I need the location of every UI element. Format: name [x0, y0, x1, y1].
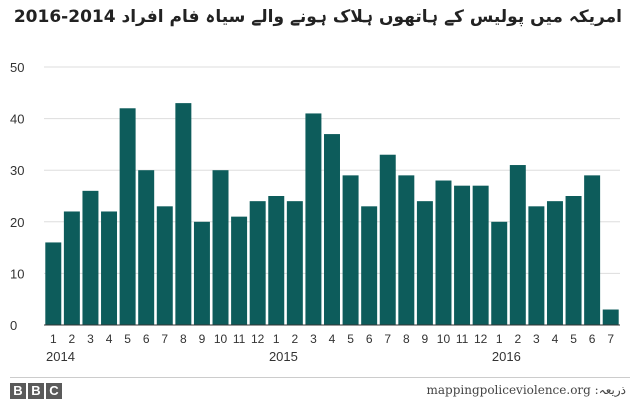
x-tick-label: 5 [347, 332, 354, 346]
x-tick-label: 7 [607, 332, 614, 346]
bar [361, 206, 378, 325]
bbc-logo-letter: B [28, 383, 44, 399]
y-tick-label: 50 [10, 60, 24, 75]
bar [342, 175, 359, 325]
bar [565, 196, 582, 325]
bar [584, 175, 601, 325]
x-tick-label: 6 [589, 332, 596, 346]
bbc-logo: B B C [10, 383, 62, 399]
x-tick-label: 11 [233, 332, 246, 346]
x-tick-label: 4 [106, 332, 113, 346]
chart-title: امریکہ میں پولیس کے ہاتھوں ہلاک ہونے وال… [13, 7, 622, 27]
x-tick-label: 9 [199, 332, 206, 346]
bar [528, 206, 545, 325]
x-tick-label: 2 [69, 332, 76, 346]
y-tick-label: 30 [10, 163, 24, 178]
x-tick-label: 2 [514, 332, 521, 346]
bar [101, 211, 118, 325]
bar [379, 154, 396, 325]
y-tick-label: 20 [10, 215, 24, 230]
bar [268, 196, 285, 325]
bar [138, 170, 155, 325]
y-tick-label: 40 [10, 112, 24, 127]
x-tick-label: 8 [180, 332, 187, 346]
x-tick-label: 10 [214, 332, 228, 346]
bar [509, 165, 526, 325]
source-credit: ذریعہ: mappingpoliceviolence.org [426, 383, 627, 397]
bar [416, 201, 433, 325]
bar [546, 201, 563, 325]
bar [119, 108, 136, 325]
year-label: 2016 [492, 349, 521, 364]
bar [63, 211, 80, 325]
x-tick-label: 9 [422, 332, 429, 346]
x-tick-label: 11 [456, 332, 469, 346]
bar [398, 175, 415, 325]
bar [249, 201, 266, 325]
x-tick-label: 1 [273, 332, 280, 346]
bar [454, 185, 471, 325]
x-tick-label: 12 [474, 332, 488, 346]
x-tick-label: 8 [403, 332, 410, 346]
x-tick-label: 7 [384, 332, 391, 346]
x-tick-label: 10 [437, 332, 451, 346]
x-tick-label: 4 [552, 332, 559, 346]
x-tick-label: 1 [50, 332, 57, 346]
bar [324, 134, 340, 325]
bar [212, 170, 229, 325]
year-label: 2014 [46, 349, 75, 364]
x-tick-label: 6 [143, 332, 150, 346]
bar [193, 221, 210, 325]
x-tick-label: 12 [251, 332, 265, 346]
x-tick-label: 1 [496, 332, 503, 346]
bar [231, 216, 248, 325]
y-tick-label: 0 [10, 318, 17, 333]
bar [175, 103, 192, 326]
x-tick-label: 2 [291, 332, 298, 346]
x-tick-label: 3 [533, 332, 540, 346]
bar [435, 180, 452, 325]
x-tick-label: 6 [366, 332, 373, 346]
bar [156, 206, 173, 325]
bar [491, 221, 508, 325]
bar [45, 242, 62, 325]
x-tick-label: 3 [310, 332, 317, 346]
footer-divider [10, 377, 630, 378]
x-tick-label: 3 [87, 332, 94, 346]
bar [286, 201, 303, 325]
bar [472, 185, 489, 325]
x-tick-label: 4 [329, 332, 336, 346]
year-label: 2015 [269, 349, 298, 364]
bbc-logo-letter: C [46, 383, 62, 399]
x-tick-label: 7 [161, 332, 168, 346]
bar [305, 113, 322, 325]
bar [82, 190, 99, 325]
bbc-logo-letter: B [10, 383, 26, 399]
x-tick-label: 5 [570, 332, 577, 346]
bar [602, 309, 619, 325]
y-tick-label: 10 [10, 266, 24, 281]
x-tick-label: 5 [124, 332, 131, 346]
